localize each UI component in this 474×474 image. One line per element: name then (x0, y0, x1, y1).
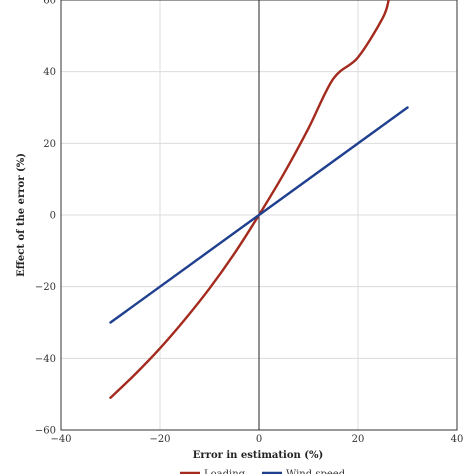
x-tick-label: −20 (149, 434, 170, 445)
x-tick-label: −40 (50, 434, 71, 445)
y-tick-label: −20 (35, 282, 56, 293)
y-tick-label: −40 (35, 354, 56, 365)
legend-label: Loading (204, 469, 246, 474)
y-tick-label: 0 (50, 211, 56, 222)
y-tick-label: 60 (43, 0, 56, 7)
x-tick-labels: −40 −20 0 20 40 (50, 434, 463, 445)
series-line-wind-speed (109, 106, 409, 324)
legend: Loading Wind speed (180, 469, 346, 474)
legend-label: Wind speed (286, 469, 346, 474)
y-axis-title: Effect of the error (%) (16, 153, 27, 277)
x-tick-label: 40 (451, 434, 464, 445)
y-tick-labels: −60 −40 −20 0 20 40 60 (35, 0, 56, 437)
x-tick-label: 0 (256, 434, 262, 445)
x-axis-title: Error in estimation (%) (193, 450, 323, 461)
y-tick-label: 20 (43, 139, 56, 150)
series-lines (109, 0, 409, 399)
x-tick-label: 20 (352, 434, 365, 445)
y-tick-label: 40 (43, 67, 56, 78)
series-line-loading (109, 0, 390, 399)
y-tick-label: −60 (35, 426, 56, 437)
